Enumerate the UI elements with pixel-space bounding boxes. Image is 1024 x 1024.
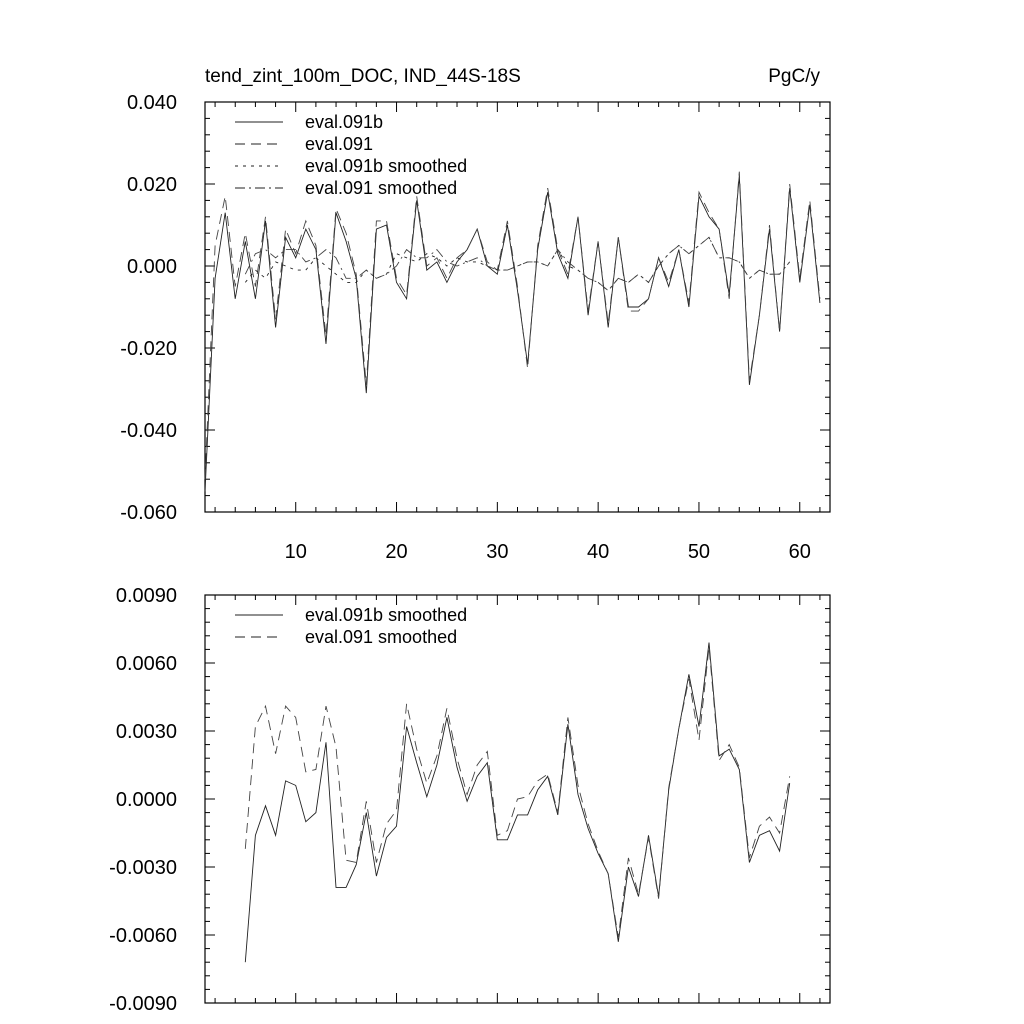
y-tick-label: -0.0090	[109, 993, 177, 1015]
series-line	[204, 175, 821, 492]
y-tick-label: 0.020	[127, 174, 177, 196]
series-line	[204, 171, 821, 480]
x-tick-label: 20	[385, 541, 407, 563]
series-line	[244, 647, 791, 938]
y-tick-label: 0.0030	[116, 721, 177, 743]
x-tick-label: 50	[688, 541, 710, 563]
chart-title: tend_zint_100m_DOC, IND_44S-18S	[205, 66, 521, 87]
legend-label: eval.091b smoothed	[305, 156, 467, 176]
y-tick-label: 0.000	[127, 256, 177, 278]
y-tick-label: -0.0030	[109, 857, 177, 879]
y-tick-label: 0.0060	[116, 653, 177, 675]
y-tick-label: -0.040	[120, 420, 177, 442]
series-line	[244, 236, 791, 292]
plot-frame	[204, 101, 831, 513]
units-label: PgC/y	[768, 66, 820, 87]
x-tick-label: 10	[285, 541, 307, 563]
top-panel: 0.040 0.020 0.000 -0.020 -0.040 -0.060 10 20 30 4…	[120, 66, 831, 563]
legend-label: eval.091b smoothed	[305, 605, 467, 625]
legend-label: eval.091	[305, 134, 373, 154]
legend-label: eval.091 smoothed	[305, 627, 457, 647]
y-tick-label: -0.0060	[109, 925, 177, 947]
x-tick-label: 30	[486, 541, 508, 563]
bottom-panel: 0.0090 0.0060 0.0030 0.0000 -0.0030 -0.0060 -0…	[109, 585, 831, 1015]
legend-label: eval.091b	[305, 112, 383, 132]
y-tick-label: -0.060	[120, 502, 177, 524]
y-tick-label: 0.0000	[116, 789, 177, 811]
y-tick-label: 0.0090	[116, 585, 177, 607]
y-tick-label: -0.020	[120, 338, 177, 360]
x-tick-label: 40	[587, 541, 609, 563]
y-tick-label: 0.040	[127, 92, 177, 114]
legend-label: eval.091 smoothed	[305, 178, 457, 198]
x-tick-label: 60	[789, 541, 811, 563]
series-line	[244, 236, 791, 292]
series-line	[244, 642, 791, 963]
